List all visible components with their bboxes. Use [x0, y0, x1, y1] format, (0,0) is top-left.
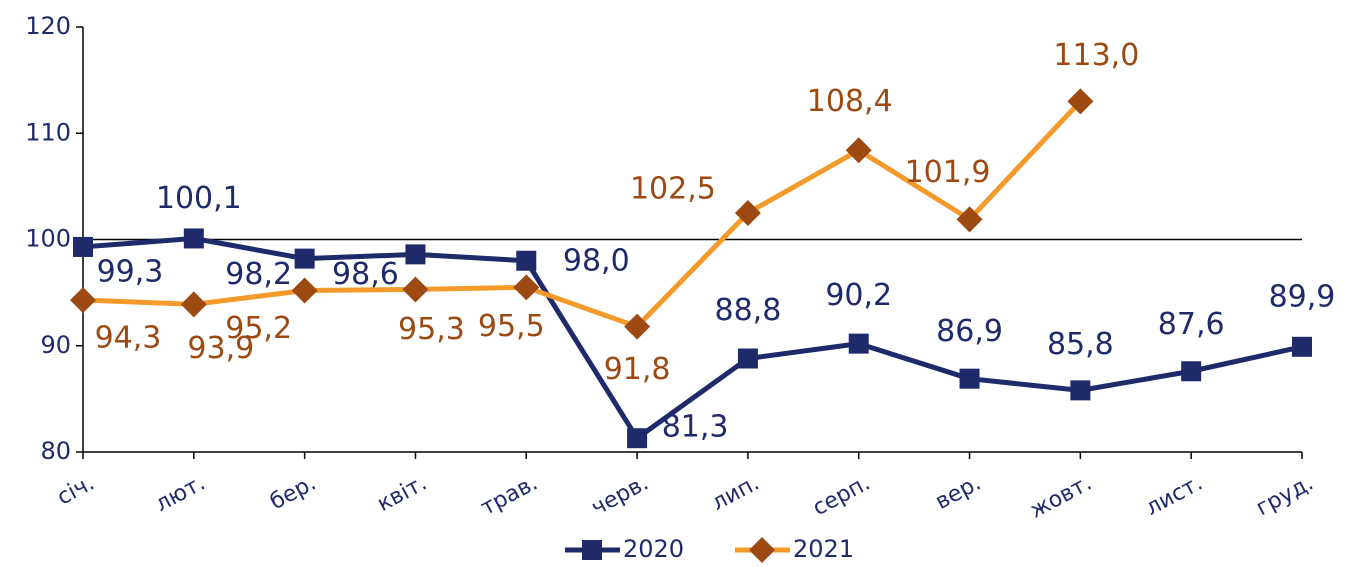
data-label: 95,5	[478, 309, 545, 344]
x-tick-label: груд.	[1252, 471, 1317, 522]
marker	[627, 428, 648, 449]
marker	[405, 244, 426, 265]
y-tick-label: 90	[40, 331, 71, 359]
data-label: 108,4	[807, 84, 893, 119]
marker	[402, 276, 429, 303]
x-tick-label: черв.	[588, 471, 653, 521]
data-label: 88,8	[715, 293, 782, 328]
data-label: 113,0	[1053, 38, 1139, 73]
marker	[70, 287, 96, 314]
marker	[294, 248, 315, 269]
series-line	[82, 235, 1303, 441]
marker	[1067, 88, 1094, 115]
legend-label: 2020	[623, 535, 684, 563]
marker	[737, 348, 758, 369]
x-tick-label: вер.	[932, 471, 986, 515]
data-label: 85,8	[1047, 327, 1114, 362]
marker	[734, 199, 761, 226]
marker	[582, 540, 602, 560]
data-label: 90,2	[825, 278, 892, 313]
series-line	[82, 99, 1083, 330]
data-label: 94,3	[95, 321, 162, 356]
marker	[1292, 336, 1312, 357]
x-tick-label: трав.	[477, 471, 542, 521]
data-label: 98,0	[563, 243, 630, 278]
marker	[73, 236, 93, 257]
marker	[624, 313, 651, 340]
x-tick-label: серп.	[809, 471, 875, 522]
data-label: 100,1	[156, 181, 242, 216]
x-tick-label: лип.	[708, 471, 764, 516]
legend-label: 2021	[793, 535, 854, 563]
marker	[845, 137, 872, 164]
marker	[848, 333, 869, 354]
marker	[513, 274, 540, 301]
data-label: 102,5	[630, 171, 716, 206]
data-label: 93,9	[187, 331, 254, 366]
marker	[1070, 380, 1091, 401]
x-tick-label: жовт.	[1026, 471, 1096, 524]
marker	[180, 291, 207, 318]
data-label: 99,3	[97, 254, 164, 289]
data-label: 81,3	[662, 410, 729, 445]
data-label: 101,9	[905, 155, 991, 190]
y-tick-label: 80	[40, 437, 71, 465]
marker	[183, 228, 204, 249]
data-label: 87,6	[1158, 307, 1225, 342]
marker	[749, 537, 775, 563]
data-label: 95,2	[225, 311, 292, 346]
x-tick-label: лют.	[151, 471, 209, 518]
y-tick-label: 100	[25, 225, 71, 253]
x-tick-label: лист.	[1142, 471, 1207, 521]
marker	[1181, 361, 1202, 382]
x-tick-label: квіт.	[373, 471, 431, 518]
data-label: 95,3	[398, 312, 465, 347]
marker	[291, 277, 318, 304]
marker	[956, 206, 983, 233]
x-tick-label: січ.	[53, 471, 98, 511]
y-tick-label: 120	[25, 12, 71, 40]
data-label: 98,2	[225, 257, 292, 292]
data-label: 86,9	[936, 314, 1003, 349]
data-label: 98,6	[332, 257, 399, 292]
data-label: 91,8	[604, 352, 671, 387]
marker	[959, 368, 980, 389]
data-label: 89,9	[1269, 279, 1336, 314]
x-tick-label: бер.	[266, 471, 320, 516]
marker	[516, 250, 537, 271]
y-tick-label: 110	[25, 118, 71, 146]
